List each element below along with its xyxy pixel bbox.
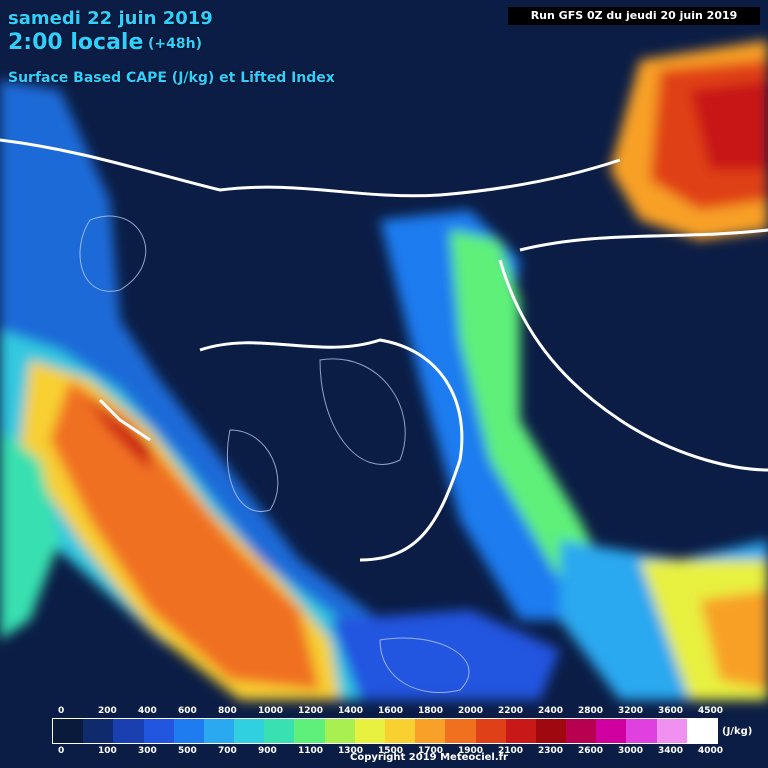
legend-tick: 1800	[418, 706, 444, 716]
date-label: samedi 22 juin 2019	[8, 8, 213, 29]
run-label: Run GFS 0Z du jeudi 20 juin 2019	[508, 7, 760, 25]
legend-swatch	[173, 719, 205, 743]
legend-tick: 1700	[418, 746, 444, 756]
legend-swatch	[113, 719, 145, 743]
legend-swatch	[264, 719, 295, 743]
legend-tick: 2400	[538, 706, 564, 716]
time-label: 2:00 locale	[8, 30, 144, 55]
legend-swatch	[53, 719, 84, 743]
legend-swatch	[83, 719, 114, 743]
color-legend	[52, 718, 718, 744]
legend-tick: 3000	[618, 746, 644, 756]
legend-tick: 1300	[338, 746, 364, 756]
legend-tick: 1600	[378, 706, 404, 716]
legend-tick: 2800	[578, 706, 604, 716]
legend-swatch	[324, 719, 356, 743]
legend-tick: 2100	[498, 746, 524, 756]
legend-tick: 900	[258, 746, 277, 756]
legend-tick: 800	[218, 706, 237, 716]
legend-tick: 700	[218, 746, 237, 756]
legend-swatch	[475, 719, 507, 743]
legend-tick: 0	[58, 746, 65, 756]
legend-tick: 300	[138, 746, 157, 756]
legend-swatch	[234, 719, 265, 743]
map-title: Surface Based CAPE (J/kg) et Lifted Inde…	[8, 70, 335, 86]
legend-tick: 0	[58, 706, 65, 716]
legend-swatch	[203, 719, 235, 743]
lead-label: (+48h)	[148, 36, 202, 52]
legend-tick: 1000	[258, 706, 284, 716]
legend-tick: 2000	[458, 706, 484, 716]
legend-swatch	[686, 719, 718, 743]
legend-tick: 2300	[538, 746, 564, 756]
legend-swatch	[354, 719, 386, 743]
legend-swatch	[294, 719, 326, 743]
legend-tick: 3600	[658, 706, 684, 716]
legend-tick: 1200	[298, 706, 324, 716]
legend-unit: (J/kg)	[722, 726, 753, 737]
legend-tick: 4500	[698, 706, 724, 716]
legend-swatch	[143, 719, 175, 743]
legend-tick: 1100	[298, 746, 324, 756]
legend-swatch	[596, 719, 627, 743]
legend-swatch	[415, 719, 446, 743]
legend-tick: 3200	[618, 706, 644, 716]
legend-swatch	[535, 719, 567, 743]
legend-swatch	[656, 719, 688, 743]
legend-tick: 1500	[378, 746, 404, 756]
legend-swatch	[626, 719, 658, 743]
legend-tick: 200	[98, 706, 117, 716]
legend-tick: 4000	[698, 746, 724, 756]
legend-swatch	[566, 719, 597, 743]
legend-tick: 600	[178, 706, 197, 716]
legend-tick: 1900	[458, 746, 484, 756]
legend-tick: 1400	[338, 706, 364, 716]
legend-tick: 100	[98, 746, 117, 756]
legend-swatch	[385, 719, 416, 743]
copyright: Copyright 2019 Meteociel.fr	[350, 752, 508, 763]
legend-swatch	[445, 719, 477, 743]
legend-swatch	[505, 719, 537, 743]
legend-tick: 3400	[658, 746, 684, 756]
legend-tick: 2600	[578, 746, 604, 756]
legend-tick: 2200	[498, 706, 524, 716]
legend-tick: 400	[138, 706, 157, 716]
legend-tick: 500	[178, 746, 197, 756]
